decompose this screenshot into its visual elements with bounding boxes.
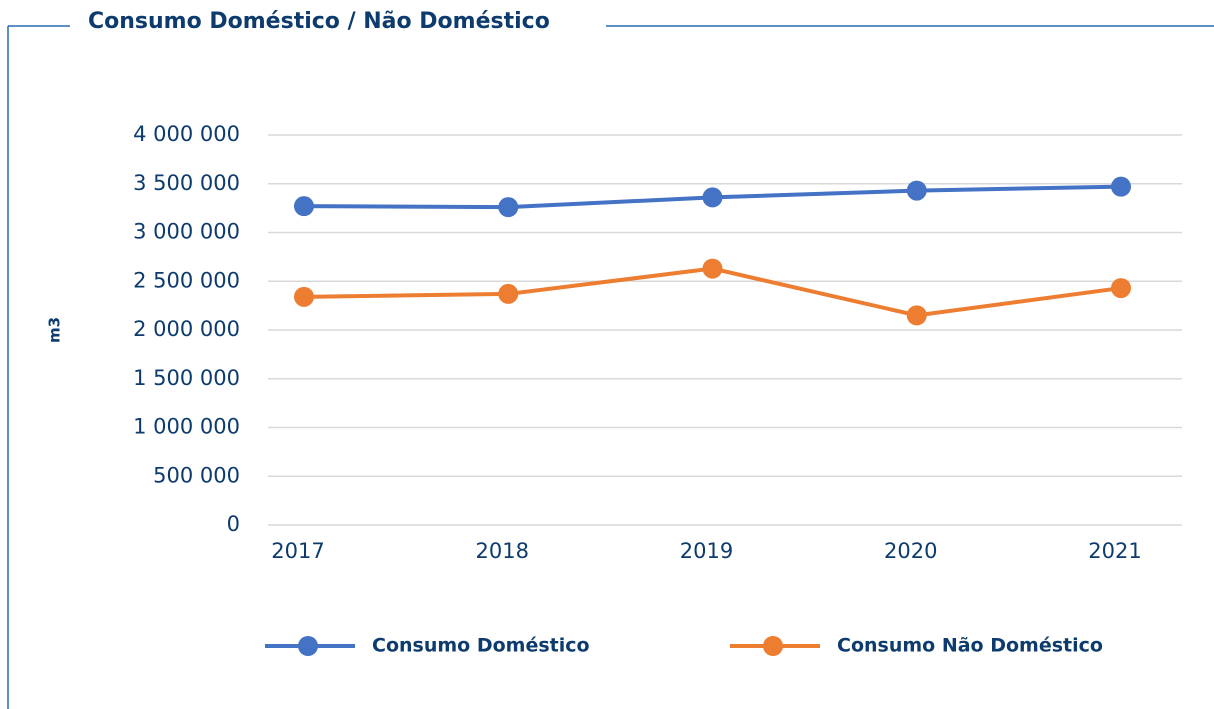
marker	[702, 258, 723, 279]
x-tick-label: 2019	[680, 539, 733, 563]
y-tick-label: 1 500 000	[133, 366, 240, 390]
x-tick-label: 2020	[884, 539, 937, 563]
marker	[294, 196, 314, 217]
marker	[702, 187, 723, 208]
x-tick-label: 2021	[1088, 539, 1141, 563]
chart-title: Consumo Doméstico / Não Doméstico	[88, 9, 550, 34]
x-tick-label: 2017	[271, 539, 324, 563]
legend-marker	[763, 636, 783, 656]
legend-marker	[298, 636, 318, 656]
y-tick-label: 2 500 000	[133, 268, 240, 292]
marker	[498, 197, 519, 218]
y-tick-label: 1 000 000	[133, 415, 240, 439]
y-tick-label: 0	[227, 512, 240, 536]
marker	[906, 180, 927, 201]
legend-label: Consumo Não Doméstico	[837, 635, 1103, 657]
y-tick-label: 3 500 000	[133, 171, 240, 195]
x-tick-label: 2018	[476, 539, 529, 563]
y-tick-label: 2 000 000	[133, 317, 240, 341]
marker	[1111, 176, 1131, 197]
marker	[906, 305, 927, 326]
y-axis-label: m3	[46, 317, 64, 343]
marker	[1111, 278, 1131, 299]
marker	[294, 286, 314, 307]
y-tick-label: 3 000 000	[133, 220, 240, 244]
y-tick-label: 500 000	[153, 463, 240, 487]
legend-label: Consumo Doméstico	[372, 635, 590, 657]
y-tick-label: 4 000 000	[133, 122, 240, 146]
marker	[498, 283, 519, 304]
